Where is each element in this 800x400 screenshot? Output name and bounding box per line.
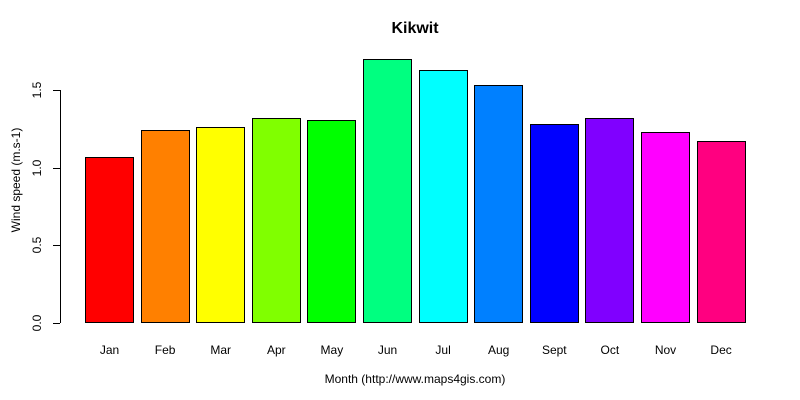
y-axis-title: Wind speed (m.s-1) xyxy=(9,127,23,233)
x-axis-label-jan: Jan xyxy=(99,343,120,357)
bar-sept xyxy=(529,124,579,323)
x-axis-label-apr: Apr xyxy=(266,343,286,357)
bar-nov xyxy=(641,131,690,323)
y-axis-tick xyxy=(53,167,60,169)
bar-dec xyxy=(696,141,746,323)
bar-jul xyxy=(418,69,468,323)
x-axis-label-aug: Aug xyxy=(488,343,510,357)
y-axis-tick-label: 0.5 xyxy=(30,236,44,254)
chart-title: Kikwit xyxy=(391,20,439,37)
x-axis-label-sept: Sept xyxy=(541,343,567,357)
x-axis-label-dec: Dec xyxy=(710,343,732,357)
bar-feb xyxy=(140,130,190,323)
x-axis-label-mar: Mar xyxy=(210,343,232,357)
x-axis-title: Month (http://www.maps4gis.com) xyxy=(324,372,506,386)
x-axis-label-feb: Feb xyxy=(154,343,176,357)
bar-jan xyxy=(85,156,134,323)
x-axis-label-jun: Jun xyxy=(377,343,398,357)
x-axis-label-jul: Jul xyxy=(435,343,451,357)
x-axis-label-nov: Nov xyxy=(654,343,677,357)
bar-apr xyxy=(251,117,301,323)
y-axis-tick-label: 1.5 xyxy=(30,81,44,99)
y-axis-tick xyxy=(53,323,60,324)
bar-mar xyxy=(196,127,246,323)
y-axis-tick xyxy=(53,245,60,247)
y-axis-tick-label: 1.0 xyxy=(30,159,44,176)
x-axis-label-oct: Oct xyxy=(600,343,620,357)
y-axis-tick-label: 0.0 xyxy=(30,314,44,332)
bar-aug xyxy=(474,85,524,323)
x-axis-label-may: May xyxy=(320,343,344,357)
bar-jun xyxy=(363,58,412,323)
y-axis-line xyxy=(60,90,61,323)
bar-oct xyxy=(585,117,635,323)
y-axis-tick xyxy=(53,90,60,91)
bar-may xyxy=(307,119,357,323)
